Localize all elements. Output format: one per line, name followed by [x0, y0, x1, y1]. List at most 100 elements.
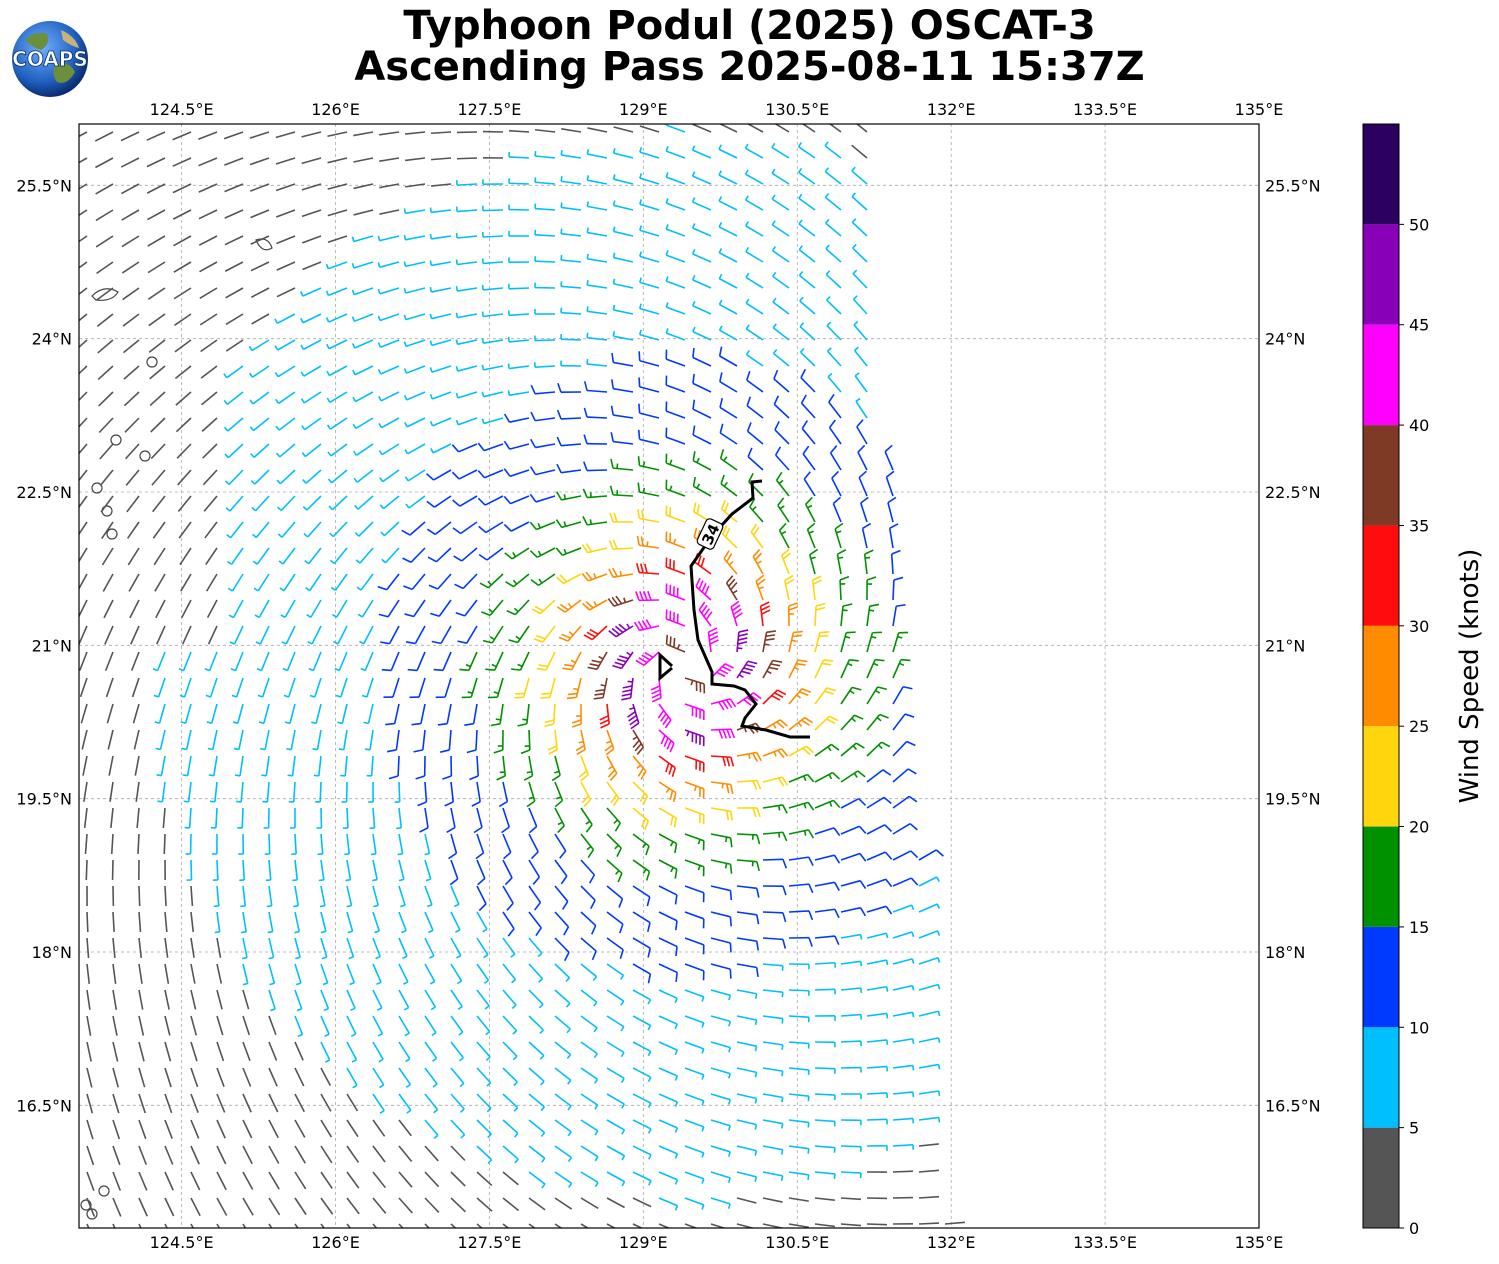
- wind-barb: [866, 769, 892, 783]
- island-outline: [110, 434, 122, 446]
- barb-staff: [251, 365, 270, 378]
- barb-half-flag: [295, 956, 301, 960]
- barb-half-flag: [647, 1102, 652, 1108]
- barb-half-flag: [526, 770, 532, 774]
- wind-barb: [164, 937, 169, 958]
- barb-flag: [615, 595, 623, 605]
- barb-half-flag: [797, 722, 803, 727]
- barb-half-flag: [824, 141, 829, 147]
- barb-staff: [190, 1223, 195, 1228]
- barb-staff: [890, 553, 894, 575]
- wind-barb: [840, 825, 867, 835]
- wind-barb: [134, 755, 140, 776]
- barb-half-flag: [766, 670, 772, 675]
- barb-staff: [549, 677, 556, 698]
- barb-staff: [431, 391, 452, 400]
- barb-staff: [639, 517, 660, 523]
- wind-barb: [632, 1119, 652, 1134]
- wind-barb: [762, 963, 784, 971]
- barb-staff: [814, 1067, 836, 1070]
- barb-flag: [582, 488, 588, 498]
- barb-half-flag: [665, 172, 669, 178]
- barb-half-flag: [754, 1176, 758, 1182]
- barb-half-flag: [824, 193, 830, 198]
- wind-barb: [365, 729, 374, 751]
- wind-barb: [814, 1223, 835, 1228]
- wind-barb: [481, 417, 504, 425]
- barb-flag: [557, 825, 565, 834]
- wind-barb: [800, 368, 816, 393]
- barb-half-flag: [701, 1178, 705, 1184]
- barb-half-flag: [304, 560, 310, 565]
- barb-half-flag: [647, 999, 652, 1005]
- barb-staff: [762, 1093, 783, 1099]
- barb-staff: [82, 755, 88, 776]
- barb-flag: [426, 500, 435, 508]
- wind-barb: [241, 911, 247, 934]
- wind-barb: [606, 937, 624, 960]
- barb-staff: [613, 256, 634, 263]
- barb-staff: [268, 1223, 273, 1228]
- wind-barb: [198, 157, 218, 167]
- barb-half-flag: [745, 272, 750, 278]
- barb-half-flag: [483, 979, 489, 984]
- colorbar-tick-label: 20: [1409, 818, 1429, 837]
- wind-barb: [97, 339, 114, 354]
- barb-flag: [743, 698, 752, 706]
- barb-staff: [268, 885, 273, 906]
- barb-half-flag: [326, 424, 332, 430]
- barb-staff: [719, 432, 738, 445]
- barb-staff: [320, 859, 325, 880]
- barb-half-flag: [431, 1032, 437, 1037]
- barb-staff: [294, 1197, 307, 1216]
- wind-barb: [799, 296, 816, 315]
- barb-staff: [138, 1041, 145, 1062]
- barb-staff: [431, 287, 452, 293]
- wind-barb: [476, 963, 490, 984]
- barb-flag: [907, 768, 917, 775]
- barb-flag: [640, 770, 647, 780]
- barb-staff: [294, 885, 300, 906]
- wind-barb: [177, 495, 192, 513]
- barb-flag: [839, 575, 850, 581]
- wind-barb: [300, 391, 322, 404]
- barb-staff: [502, 911, 515, 930]
- wind-barb: [772, 348, 790, 367]
- wind-barb: [528, 859, 541, 885]
- wind-barb: [120, 131, 140, 142]
- barb-staff: [560, 311, 582, 315]
- wind-barb: [554, 937, 570, 962]
- wind-barb: [632, 833, 650, 856]
- barb-staff: [108, 755, 114, 776]
- barb-flag: [496, 775, 506, 781]
- wind-barb: [328, 495, 348, 511]
- barb-flag: [719, 423, 724, 434]
- wind-barb: [814, 743, 840, 757]
- wind-barb: [814, 1145, 836, 1153]
- wind-barb: [216, 1067, 225, 1087]
- barb-half-flag: [406, 1109, 412, 1114]
- barb-half-flag: [937, 984, 941, 990]
- barb-staff: [658, 833, 677, 845]
- barb-staff: [84, 833, 88, 855]
- barb-staff: [736, 989, 757, 995]
- wind-barb: [102, 573, 114, 592]
- barb-staff: [632, 1145, 652, 1156]
- barb-staff: [86, 1015, 92, 1036]
- barb-staff: [580, 989, 598, 1003]
- wind-barb: [508, 129, 530, 133]
- barb-flag: [630, 722, 640, 730]
- wind-barb: [637, 456, 660, 471]
- wind-barb: [762, 911, 787, 923]
- barb-flag: [508, 639, 518, 644]
- barb-half-flag: [155, 747, 161, 751]
- barb-staff: [639, 386, 660, 393]
- wind-barb: [372, 859, 378, 882]
- barb-staff: [353, 235, 374, 243]
- wind-barb: [469, 755, 480, 781]
- barb-flag: [720, 474, 725, 485]
- barb-staff: [174, 313, 192, 326]
- barb-half-flag: [869, 609, 875, 612]
- wind-barb: [718, 273, 738, 289]
- wind-barb: [79, 365, 88, 375]
